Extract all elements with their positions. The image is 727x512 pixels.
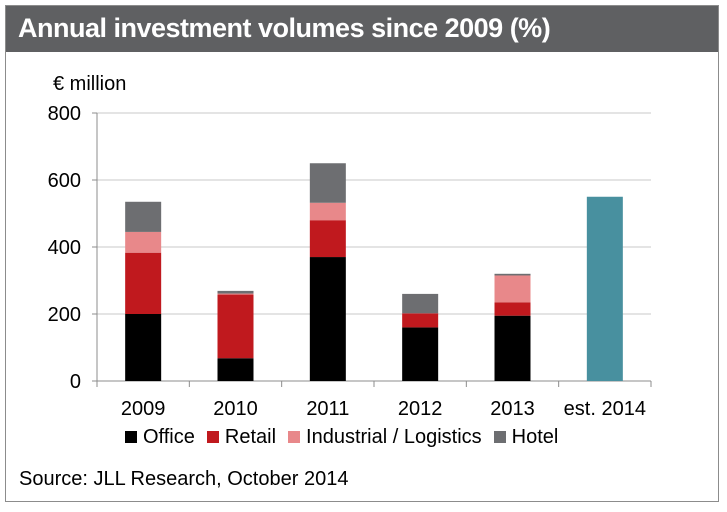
bar-hotel-2013 [494, 273, 531, 276]
legend-swatch [288, 431, 301, 443]
chart-legend: Office Retail Industrial / Logistics Hotel [125, 424, 570, 450]
bar-office-2011 [309, 257, 346, 381]
y-tick-label: 800 [48, 103, 81, 125]
bar-hotel-2009 [125, 201, 162, 232]
bar-industrial-logistics-2011 [309, 202, 346, 221]
bar-office-2009 [125, 314, 162, 381]
legend-label: Office [143, 425, 195, 448]
y-tick-label: 0 [70, 371, 81, 393]
bar-office-2013 [494, 315, 531, 381]
bar-industrial-logistics-2013 [494, 275, 531, 303]
legend-label: Industrial / Logistics [306, 425, 482, 448]
y-axis-label: € million [53, 73, 126, 95]
legend-item: Office [125, 426, 195, 449]
bar-retail-2010 [217, 294, 254, 359]
y-tick-label: 600 [48, 170, 81, 192]
chart-title: Annual investment volumes since 2009 (%) [18, 13, 551, 43]
x-tick-label: est. 2014 [564, 398, 646, 420]
legend-label: Hotel [511, 425, 559, 448]
x-tick-label: 2013 [490, 398, 535, 420]
bar-industrial-logistics-2010 [217, 293, 254, 295]
legend-item: Retail [206, 425, 277, 449]
bar-hotel-2010 [217, 290, 254, 294]
bar-retail-2012 [402, 313, 439, 328]
legend-swatch [206, 431, 219, 443]
x-tick-label: 2009 [121, 398, 166, 420]
legend-item: Hotel [493, 425, 559, 449]
source-note: Source: JLL Research, October 2014 [19, 468, 349, 490]
x-tick-label: 2011 [306, 398, 349, 420]
legend-item: Industrial / Logistics [288, 426, 482, 449]
bar-retail-2013 [494, 302, 531, 316]
x-tick-label: 2010 [213, 398, 258, 420]
bar-retail-2011 [309, 220, 346, 258]
title-bar: Annual investment volumes since 2009 (%) [6, 6, 718, 52]
bar-estimate-est-2014 [586, 196, 623, 381]
bar-hotel-2011 [309, 163, 346, 203]
bar-hotel-2012 [402, 293, 439, 314]
legend-swatch [125, 431, 137, 443]
x-tick-label: 2012 [398, 398, 443, 420]
y-tick-label: 400 [48, 237, 81, 259]
bar-retail-2009 [125, 252, 162, 314]
bar-industrial-logistics-2009 [125, 231, 162, 253]
bar-office-2012 [402, 327, 439, 381]
bar-office-2010 [217, 358, 254, 381]
legend-label: Retail [224, 425, 277, 448]
y-tick-label: 200 [48, 304, 81, 326]
legend-swatch [493, 431, 506, 443]
